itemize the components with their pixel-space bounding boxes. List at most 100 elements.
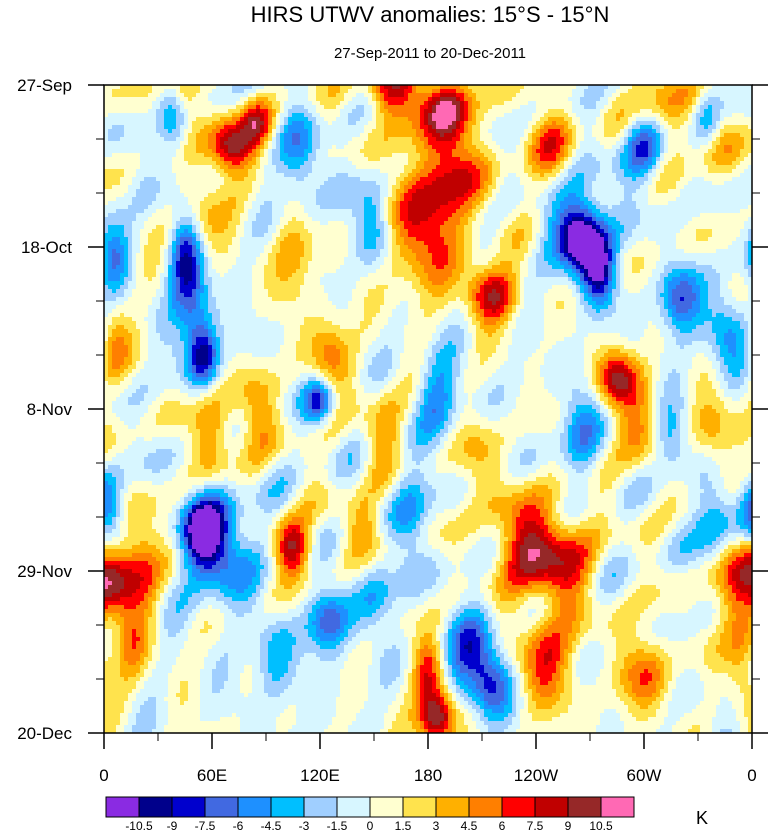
- contour-cell: [276, 261, 301, 266]
- contour-cell: [428, 341, 437, 346]
- contour-cell: [276, 145, 281, 150]
- contour-cell: [104, 221, 133, 226]
- contour-cell: [628, 137, 633, 142]
- contour-cell: [584, 365, 593, 370]
- contour-cell: [308, 381, 321, 386]
- contour-cell: [104, 205, 129, 210]
- contour-cell: [392, 377, 405, 382]
- contour-cell: [384, 325, 405, 330]
- contour-cell: [108, 261, 113, 266]
- contour-cell: [324, 357, 341, 362]
- contour-cell: [608, 393, 613, 398]
- contour-cell: [384, 233, 389, 238]
- contour-cell: [564, 145, 569, 150]
- contour-cell: [160, 333, 181, 338]
- contour-cell: [400, 173, 409, 178]
- contour-cell: [176, 365, 185, 370]
- contour-cell: [460, 361, 469, 366]
- contour-cell: [108, 345, 113, 350]
- contour-cell: [532, 249, 541, 254]
- contour-cell: [616, 97, 657, 102]
- contour-cell: [732, 169, 745, 174]
- contour-cell: [576, 313, 589, 318]
- contour-cell: [264, 125, 269, 130]
- contour-cell: [564, 137, 569, 142]
- contour-cell: [348, 249, 357, 254]
- contour-cell: [520, 281, 525, 286]
- contour-cell: [204, 153, 217, 158]
- contour-cell: [604, 277, 609, 282]
- contour-cell: [424, 313, 433, 318]
- contour-cell: [212, 349, 217, 354]
- contour-cell: [532, 137, 537, 142]
- contour-cell: [600, 345, 625, 350]
- contour-cell: [720, 281, 729, 286]
- contour-cell: [724, 313, 745, 318]
- contour-cell: [688, 309, 701, 314]
- contour-cell: [652, 145, 657, 150]
- contour-cell: [424, 397, 429, 402]
- contour-cell: [704, 85, 713, 90]
- contour-cell: [336, 269, 377, 274]
- contour-cell: [176, 249, 181, 254]
- contour-cell: [284, 117, 289, 122]
- contour-cell: [372, 93, 377, 98]
- contour-cell: [608, 229, 617, 234]
- contour-cell: [716, 313, 725, 318]
- contour-cell: [220, 129, 229, 134]
- contour-cell: [404, 377, 413, 382]
- contour-cell: [460, 373, 465, 378]
- contour-cell: [616, 409, 625, 414]
- contour-cell: [308, 413, 321, 418]
- contour-cell: [512, 261, 521, 266]
- contour-cell: [516, 205, 537, 210]
- contour-cell: [188, 133, 197, 138]
- contour-cell: [360, 445, 369, 450]
- contour-cell: [656, 449, 665, 454]
- contour-cell: [124, 133, 161, 138]
- contour-cell: [148, 205, 165, 210]
- contour-cell: [744, 225, 753, 230]
- contour-cell: [104, 285, 109, 290]
- contour-cell: [428, 361, 437, 366]
- contour-cell: [180, 245, 193, 250]
- contour-cell: [556, 425, 565, 430]
- contour-cell: [224, 437, 245, 442]
- contour-cell: [656, 141, 661, 146]
- contour-cell: [564, 305, 577, 310]
- contour-cell: [392, 193, 397, 198]
- contour-cell: [160, 189, 181, 194]
- contour-cell: [604, 125, 625, 130]
- contour-cell: [680, 329, 693, 334]
- contour-cell: [648, 409, 653, 414]
- contour-cell: [168, 241, 173, 246]
- contour-cell: [332, 385, 337, 390]
- contour-cell: [344, 93, 357, 98]
- contour-cell: [280, 377, 297, 382]
- contour-cell: [604, 221, 609, 226]
- contour-cell: [612, 265, 617, 270]
- contour-cell: [648, 201, 669, 206]
- contour-cell: [712, 109, 721, 114]
- contour-cell: [168, 233, 173, 238]
- contour-cell: [616, 449, 645, 454]
- contour-cell: [560, 149, 565, 154]
- contour-cell: [580, 413, 593, 418]
- contour-cell: [512, 449, 525, 454]
- contour-cell: [132, 269, 137, 274]
- contour-cell: [700, 213, 753, 218]
- contour-cell: [404, 429, 409, 434]
- contour-cell: [364, 261, 373, 266]
- contour-cell: [648, 149, 653, 154]
- contour-cell: [304, 385, 313, 390]
- contour-cell: [472, 97, 477, 102]
- contour-cell: [424, 361, 429, 366]
- contour-cell: [640, 217, 693, 222]
- contour-cell: [272, 149, 281, 154]
- contour-cell: [444, 401, 453, 406]
- contour-cell: [240, 453, 249, 458]
- contour-cell: [492, 257, 525, 262]
- contour-cell: [288, 153, 305, 158]
- contour-cell: [220, 405, 253, 410]
- contour-cell: [128, 257, 133, 262]
